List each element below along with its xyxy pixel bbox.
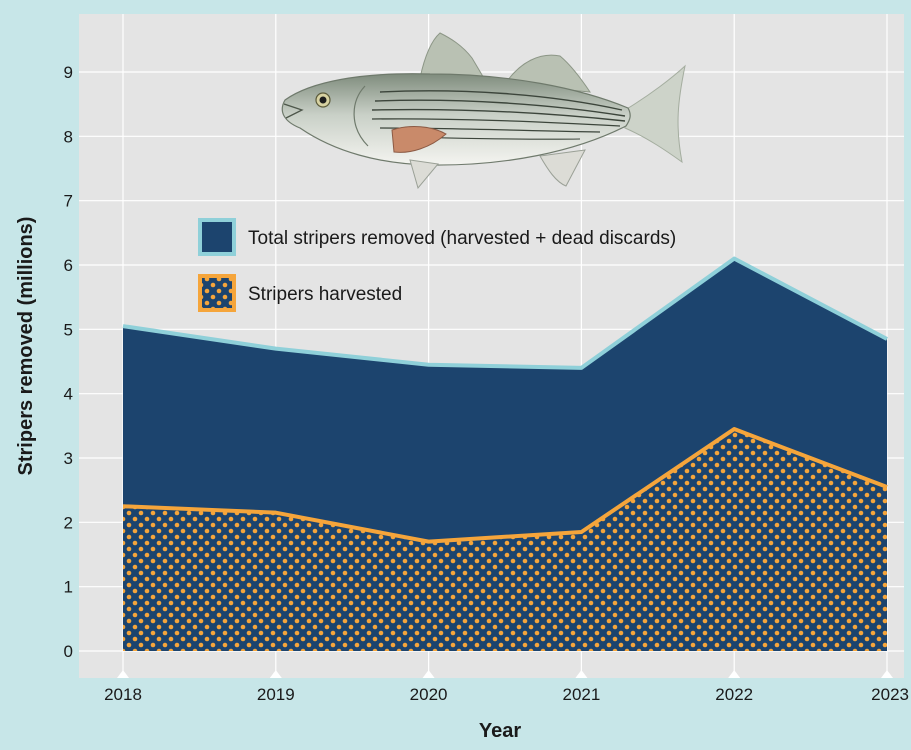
x-tick-marker xyxy=(575,670,588,678)
area-harvested xyxy=(123,429,887,651)
x-tick-marker xyxy=(422,670,435,678)
y-tick-label: 4 xyxy=(64,385,73,404)
x-tick-label: 2018 xyxy=(104,685,142,704)
legend: Total stripers removed (harvested + dead… xyxy=(198,218,676,312)
x-tick-marker xyxy=(269,670,282,678)
line-total-removed xyxy=(122,256,888,370)
x-tick-label: 2019 xyxy=(257,685,295,704)
legend-label-total: Total stripers removed (harvested + dead… xyxy=(248,228,676,249)
y-tick-label: 0 xyxy=(64,642,73,661)
x-tick-marker xyxy=(728,670,741,678)
x-tick-marker xyxy=(117,670,129,678)
x-tick-label: 2022 xyxy=(715,685,753,704)
x-axis-ticks: 2018 2019 2020 2021 2022 2023 xyxy=(104,685,909,704)
legend-label-harvested: Stripers harvested xyxy=(248,284,402,305)
legend-swatch-total xyxy=(198,218,236,256)
y-tick-label: 5 xyxy=(64,320,73,339)
x-tick-label: 2020 xyxy=(410,685,448,704)
y-tick-label: 9 xyxy=(64,63,73,82)
y-tick-label: 2 xyxy=(64,513,73,532)
striped-bass-illustration xyxy=(281,32,686,190)
y-tick-label: 6 xyxy=(64,256,73,275)
x-axis-title: Year xyxy=(479,720,521,742)
x-tick-label: 2021 xyxy=(562,685,600,704)
x-tick-marker xyxy=(881,670,893,678)
y-axis-title: Stripers removed (millions) xyxy=(15,217,37,476)
line-harvested xyxy=(122,427,888,544)
y-tick-label: 3 xyxy=(64,449,73,468)
y-tick-label: 8 xyxy=(64,127,73,146)
y-tick-label: 1 xyxy=(64,578,73,597)
area-layer xyxy=(117,256,893,678)
legend-swatch-harvested xyxy=(198,274,236,312)
y-axis-ticks: 0 1 2 3 4 5 6 7 8 9 xyxy=(64,63,73,661)
y-tick-label: 7 xyxy=(64,192,73,211)
x-tick-label: 2023 xyxy=(871,685,909,704)
